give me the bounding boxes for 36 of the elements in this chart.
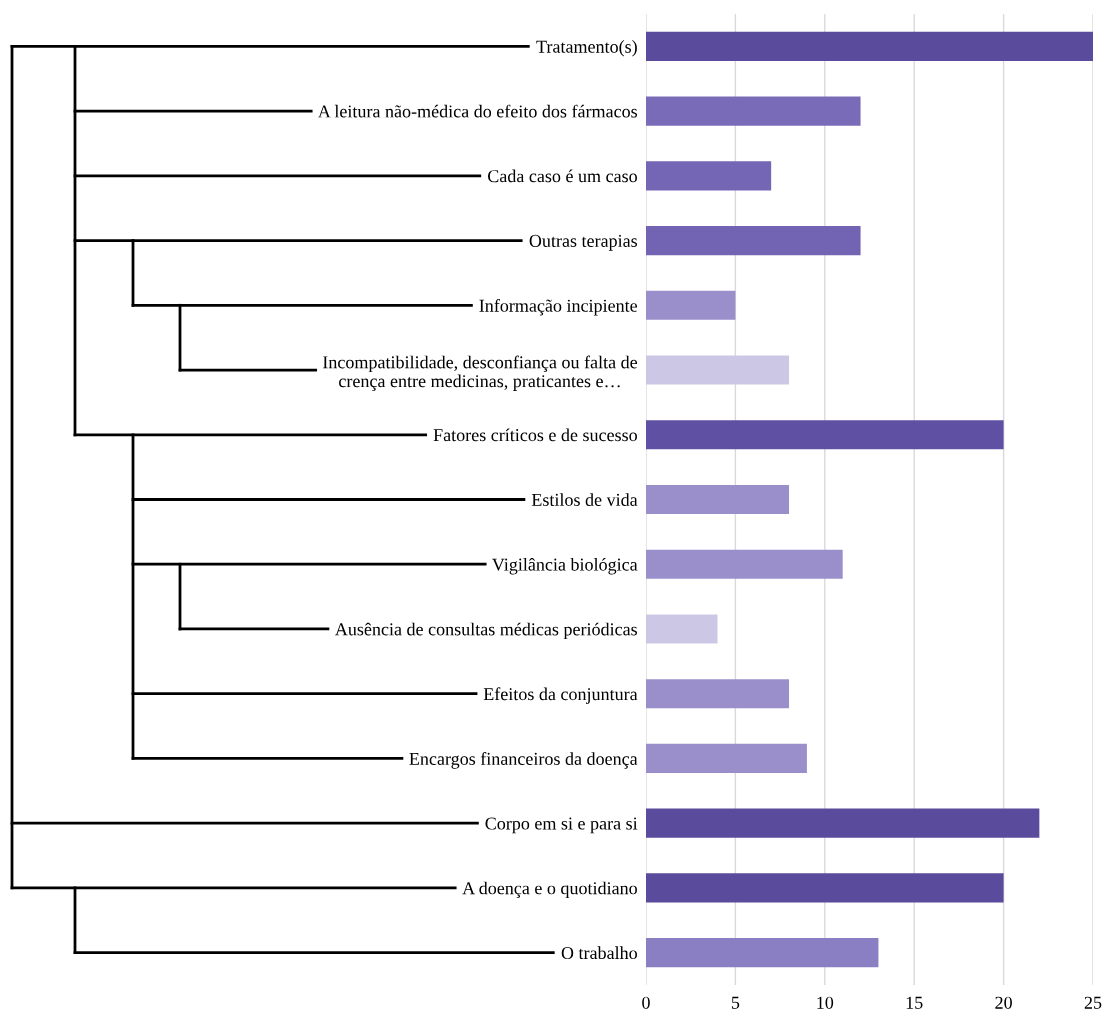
y-tick-label: Cada caso é um caso — [487, 169, 637, 183]
x-tick-label: 5 — [731, 996, 740, 1009]
bar — [646, 96, 861, 126]
bar — [646, 614, 718, 644]
x-tick-label: 10 — [817, 996, 834, 1009]
y-tick-label: Corpo em si e para si — [485, 817, 638, 834]
bar — [646, 226, 861, 256]
bar — [646, 549, 843, 579]
bar — [646, 873, 1004, 903]
y-tick-label: Fatores críticos e de sucesso — [433, 428, 637, 442]
bar — [646, 938, 879, 968]
y-tick-label: A doença e o quotidiano — [462, 881, 637, 899]
y-tick-label: Incompatibilidade, desconfiança ou falta de crença entre medicinas, praticantes e… — [322, 355, 638, 391]
bar — [646, 743, 807, 773]
bar — [646, 484, 790, 515]
y-tick-label: Informação incipiente — [479, 298, 638, 316]
y-tick-label: Vigilância biológica — [492, 557, 638, 575]
y-tick-label: Encargos financeiros da doença — [409, 752, 638, 769]
bar — [646, 679, 790, 709]
bar — [646, 161, 772, 191]
bar — [646, 355, 790, 385]
y-tick-label: Efeitos da conjuntura — [483, 687, 638, 704]
x-tick-label: 25 — [1084, 996, 1102, 1009]
y-tick-label: A leitura não-médica do efeito dos fármacos — [317, 104, 638, 118]
bar — [646, 808, 1040, 838]
y-tick-label: O trabalho — [561, 946, 637, 960]
bar — [646, 31, 1093, 61]
y-tick-label: Estilos de vida — [531, 493, 638, 506]
x-tick-label: 0 — [642, 996, 650, 1009]
y-tick-label: Tratamento(s) — [536, 40, 637, 57]
y-tick-label: Ausência de consultas médicas periódicas — [335, 622, 637, 640]
x-tick-label: 15 — [906, 996, 923, 1009]
bar — [646, 420, 1004, 450]
x-tick-label: 20 — [995, 996, 1012, 1009]
y-tick-label: Outras terapias — [529, 234, 638, 251]
bar — [646, 290, 736, 320]
